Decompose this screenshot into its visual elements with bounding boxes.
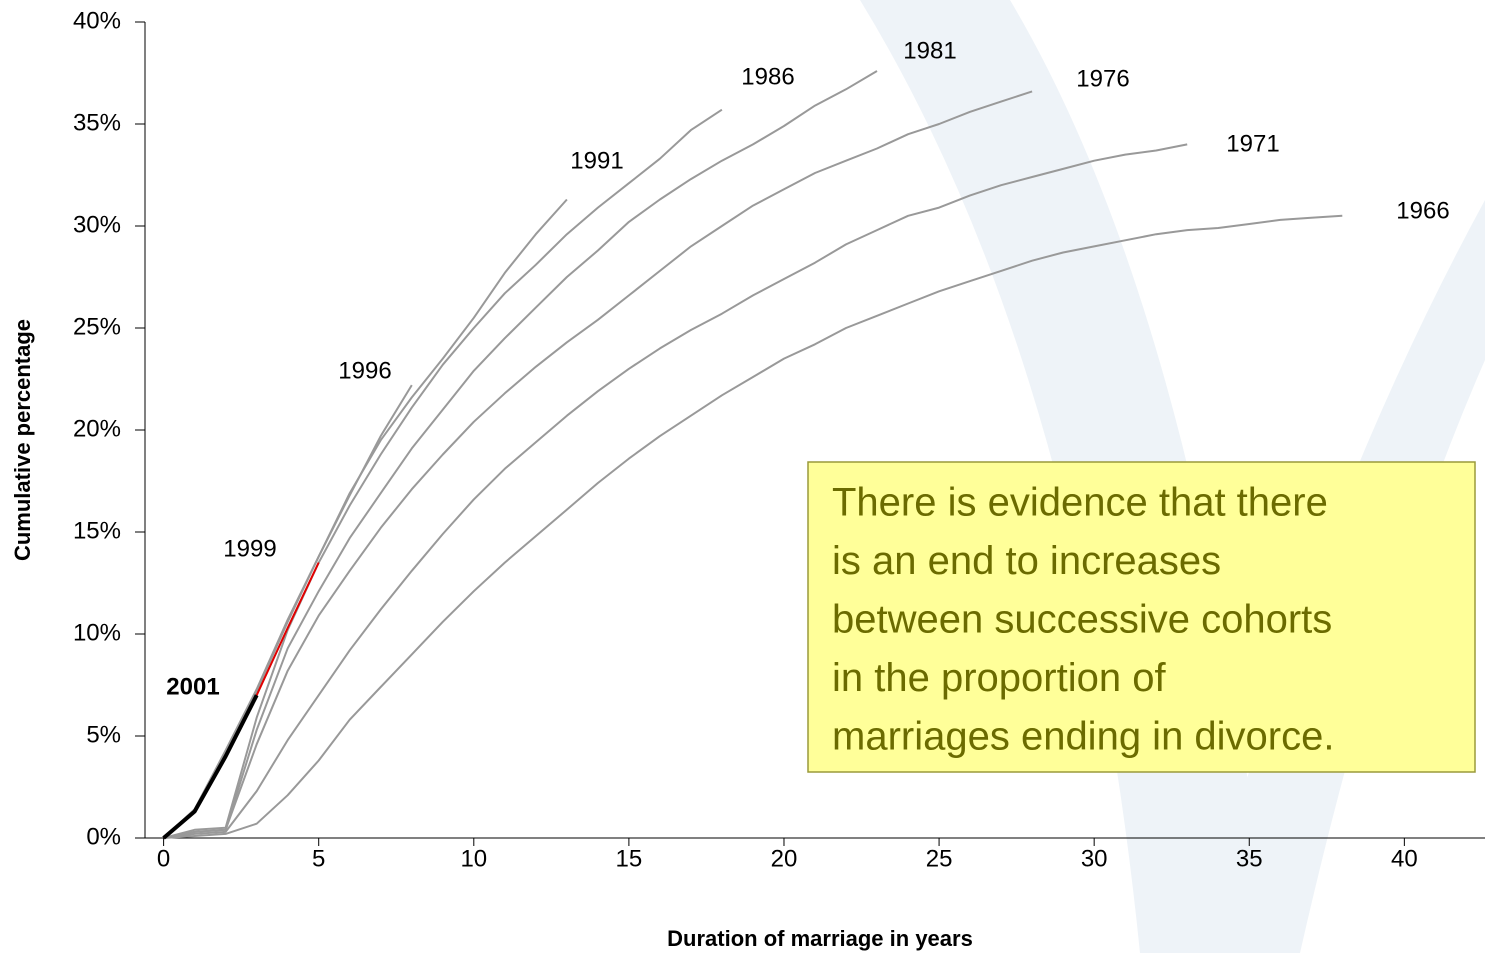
- y-tick-label: 35%: [73, 109, 121, 136]
- annotation-line: between successive cohorts: [832, 598, 1332, 642]
- series-line: [162, 384, 413, 839]
- y-axis-label: Cumulative percentage: [10, 319, 35, 561]
- y-tick-label: 0%: [86, 823, 121, 850]
- series-label: 2001: [166, 673, 219, 700]
- series-line: [163, 108, 723, 839]
- y-tick-label: 20%: [73, 415, 121, 442]
- x-tick-label: 15: [616, 845, 643, 872]
- x-tick-label: 5: [312, 845, 325, 872]
- annotation-line: There is evidence that there: [832, 481, 1328, 525]
- x-tick-label: 25: [926, 845, 953, 872]
- x-tick-label: 10: [460, 845, 487, 872]
- series-label: 1966: [1396, 197, 1449, 224]
- annotation: There is evidence that there is an end to…: [832, 481, 1334, 759]
- x-tick-label: 0: [157, 845, 170, 872]
- y-tick-label: 10%: [73, 619, 121, 646]
- series-label: 1971: [1226, 130, 1279, 157]
- annotation-box: [807, 461, 1476, 773]
- series-label: 1981: [903, 37, 956, 64]
- series-label: 1991: [570, 147, 623, 174]
- series-label: 1996: [338, 357, 391, 384]
- x-tick-label: 30: [1081, 845, 1108, 872]
- y-tick-label: 15%: [73, 517, 121, 544]
- y-tick-label: 25%: [73, 313, 121, 340]
- y-tick-label: 40%: [73, 7, 121, 34]
- series-label: 1999: [223, 535, 276, 562]
- plot: 1966 1971 1976 1981 1986 1991 1996 1999 2001: [162, 37, 1450, 840]
- series-label: 1976: [1076, 65, 1129, 92]
- series-line: [163, 214, 1343, 839]
- series-line: [163, 143, 1188, 839]
- x-tick-label: 40: [1391, 845, 1418, 872]
- y-tick-label: 5%: [86, 721, 121, 748]
- x-tick-label: 35: [1236, 845, 1263, 872]
- series-label: 1986: [741, 63, 794, 90]
- annotation-line: marriages ending in divorce.: [832, 715, 1334, 759]
- x-axis-label: Duration of marriage in years: [667, 926, 973, 951]
- series-line: [162, 694, 259, 840]
- series-line: [162, 198, 568, 839]
- series-line: [163, 70, 878, 839]
- annotation-line: is an end to increases: [832, 539, 1221, 583]
- x-tick-label: 20: [771, 845, 798, 872]
- annotation-line: in the proportion of: [832, 656, 1166, 700]
- y-tick-label: 30%: [73, 211, 121, 238]
- series-line: [163, 90, 1033, 839]
